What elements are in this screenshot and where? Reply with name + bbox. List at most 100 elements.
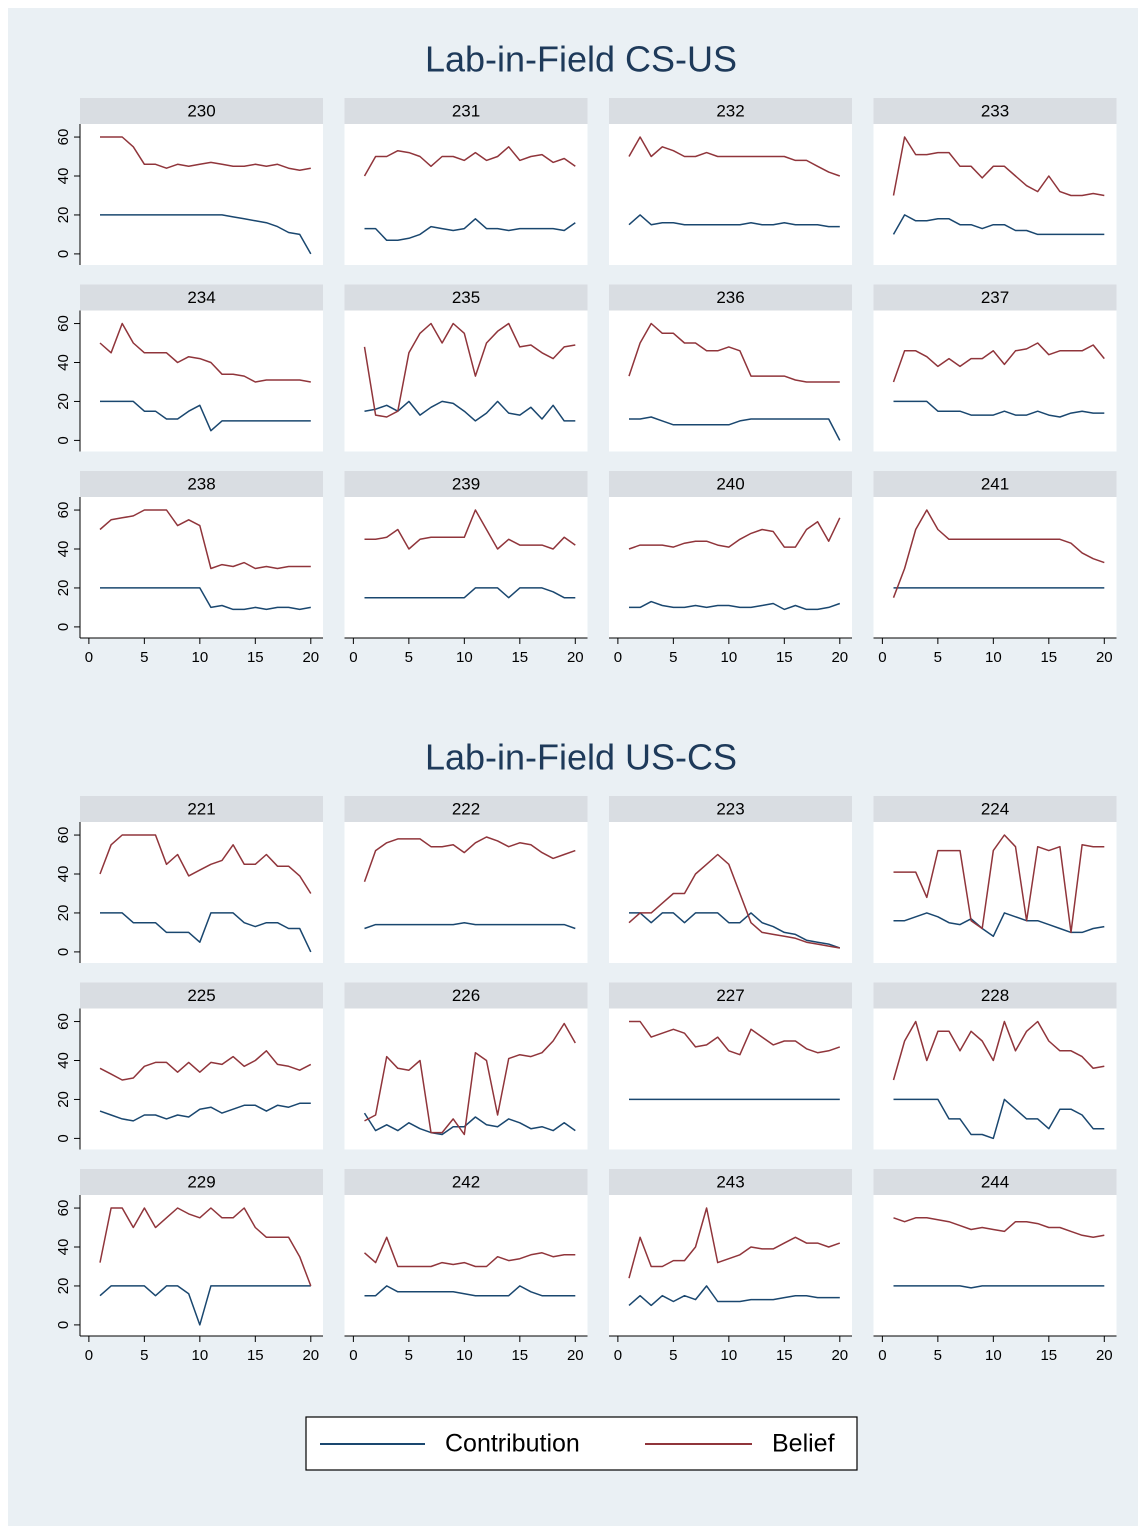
plot-area	[344, 497, 588, 638]
line-series	[629, 912, 841, 949]
plot-area	[609, 1008, 852, 1150]
panel-header	[873, 1169, 1117, 1195]
panel-title: 233	[981, 101, 1009, 120]
y-tick-label: 20	[55, 580, 72, 597]
x-tick-label: 0	[349, 1347, 357, 1364]
plot-area	[609, 124, 852, 265]
line-series	[99, 834, 312, 894]
panel-header	[80, 796, 323, 822]
line-series	[100, 912, 312, 953]
x-tick-label: 15	[776, 649, 793, 666]
plot-area	[609, 1195, 852, 1336]
plot-area	[80, 1008, 323, 1150]
plot-area	[609, 497, 852, 638]
plot-area	[344, 822, 588, 963]
x-tick-label: 20	[1096, 1347, 1113, 1364]
line-series	[628, 517, 841, 550]
panel-header	[80, 1169, 323, 1195]
plot-area	[344, 1195, 588, 1336]
x-tick-label: 15	[1040, 1347, 1057, 1364]
x-tick-label: 15	[247, 649, 264, 666]
x-tick-label: 0	[614, 1347, 622, 1364]
line-series	[363, 1112, 576, 1136]
plot-area	[873, 310, 1117, 452]
y-tick-label: 20	[55, 1278, 72, 1295]
y-tick-label: 40	[55, 168, 72, 185]
y-tick-label: 20	[55, 393, 72, 410]
line-series	[892, 509, 1105, 598]
panel-header	[609, 982, 852, 1009]
x-tick-label: 0	[878, 649, 886, 666]
panel-header	[873, 796, 1117, 822]
line-series	[628, 322, 840, 383]
panel-title: 243	[716, 1172, 744, 1191]
x-tick-label: 0	[878, 1347, 886, 1364]
line-series	[100, 400, 311, 432]
x-tick-label: 5	[934, 649, 942, 666]
y-tick-label: 0	[55, 1134, 72, 1142]
line-series	[99, 1050, 312, 1081]
line-series	[628, 1207, 841, 1279]
panel-header	[609, 796, 852, 822]
panel-title: 231	[452, 101, 480, 120]
y-tick-label: 40	[55, 1239, 72, 1256]
panel-title: 234	[187, 288, 215, 307]
x-tick-label: 0	[85, 1347, 93, 1364]
y-tick-label: 40	[55, 1052, 72, 1069]
line-series	[893, 1285, 1105, 1289]
line-series	[629, 600, 841, 611]
line-series	[364, 218, 576, 242]
x-tick-label: 10	[720, 1347, 737, 1364]
plot-area	[344, 310, 588, 452]
panel-header	[344, 796, 588, 822]
y-tick-label: 40	[55, 866, 72, 883]
line-series	[628, 214, 840, 228]
y-tick-label: 60	[55, 315, 72, 332]
line-series	[99, 1207, 312, 1287]
y-tick-label: 20	[55, 905, 72, 922]
y-tick-label: 0	[55, 436, 72, 444]
y-tick-label: 20	[55, 1091, 72, 1108]
x-tick-label: 10	[456, 649, 473, 666]
line-series	[892, 1020, 1105, 1081]
x-tick-label: 5	[669, 1347, 677, 1364]
legend-label: Belief	[772, 1430, 835, 1458]
panel-title: 224	[981, 799, 1009, 818]
x-tick-label: 20	[831, 649, 848, 666]
panel-title: 244	[981, 1172, 1009, 1191]
x-tick-label: 10	[985, 1347, 1002, 1364]
y-tick-label: 0	[55, 623, 72, 631]
line-series	[893, 400, 1105, 418]
x-tick-label: 15	[511, 649, 528, 666]
line-series	[364, 1236, 576, 1268]
plot-area	[80, 124, 323, 265]
panel-title: 239	[452, 474, 480, 493]
line-series	[364, 921, 576, 930]
line-series	[364, 400, 576, 422]
y-tick-label: 60	[55, 1200, 72, 1217]
y-tick-label: 60	[55, 827, 72, 844]
x-tick-label: 20	[302, 1347, 319, 1364]
line-series	[99, 322, 311, 383]
x-tick-label: 10	[456, 1347, 473, 1364]
plot-area	[873, 497, 1117, 638]
chart-title: Lab-in-Field CS-US	[425, 39, 737, 80]
x-tick-label: 5	[934, 1347, 942, 1364]
x-tick-label: 5	[669, 649, 677, 666]
line-series	[363, 146, 576, 177]
panel-header	[609, 98, 852, 124]
panel-header	[609, 471, 852, 497]
panel-title: 242	[452, 1172, 480, 1191]
line-series	[628, 853, 840, 949]
panel-title: 236	[716, 288, 744, 307]
x-tick-label: 20	[302, 649, 319, 666]
panel-title: 240	[716, 474, 744, 493]
y-tick-label: 60	[55, 129, 72, 146]
legend: Contribution Belief	[305, 1416, 858, 1471]
line-series	[628, 1285, 840, 1307]
x-tick-label: 5	[405, 649, 413, 666]
y-tick-label: 40	[55, 541, 72, 558]
panel-title: 237	[981, 288, 1009, 307]
x-tick-label: 10	[191, 1347, 208, 1364]
